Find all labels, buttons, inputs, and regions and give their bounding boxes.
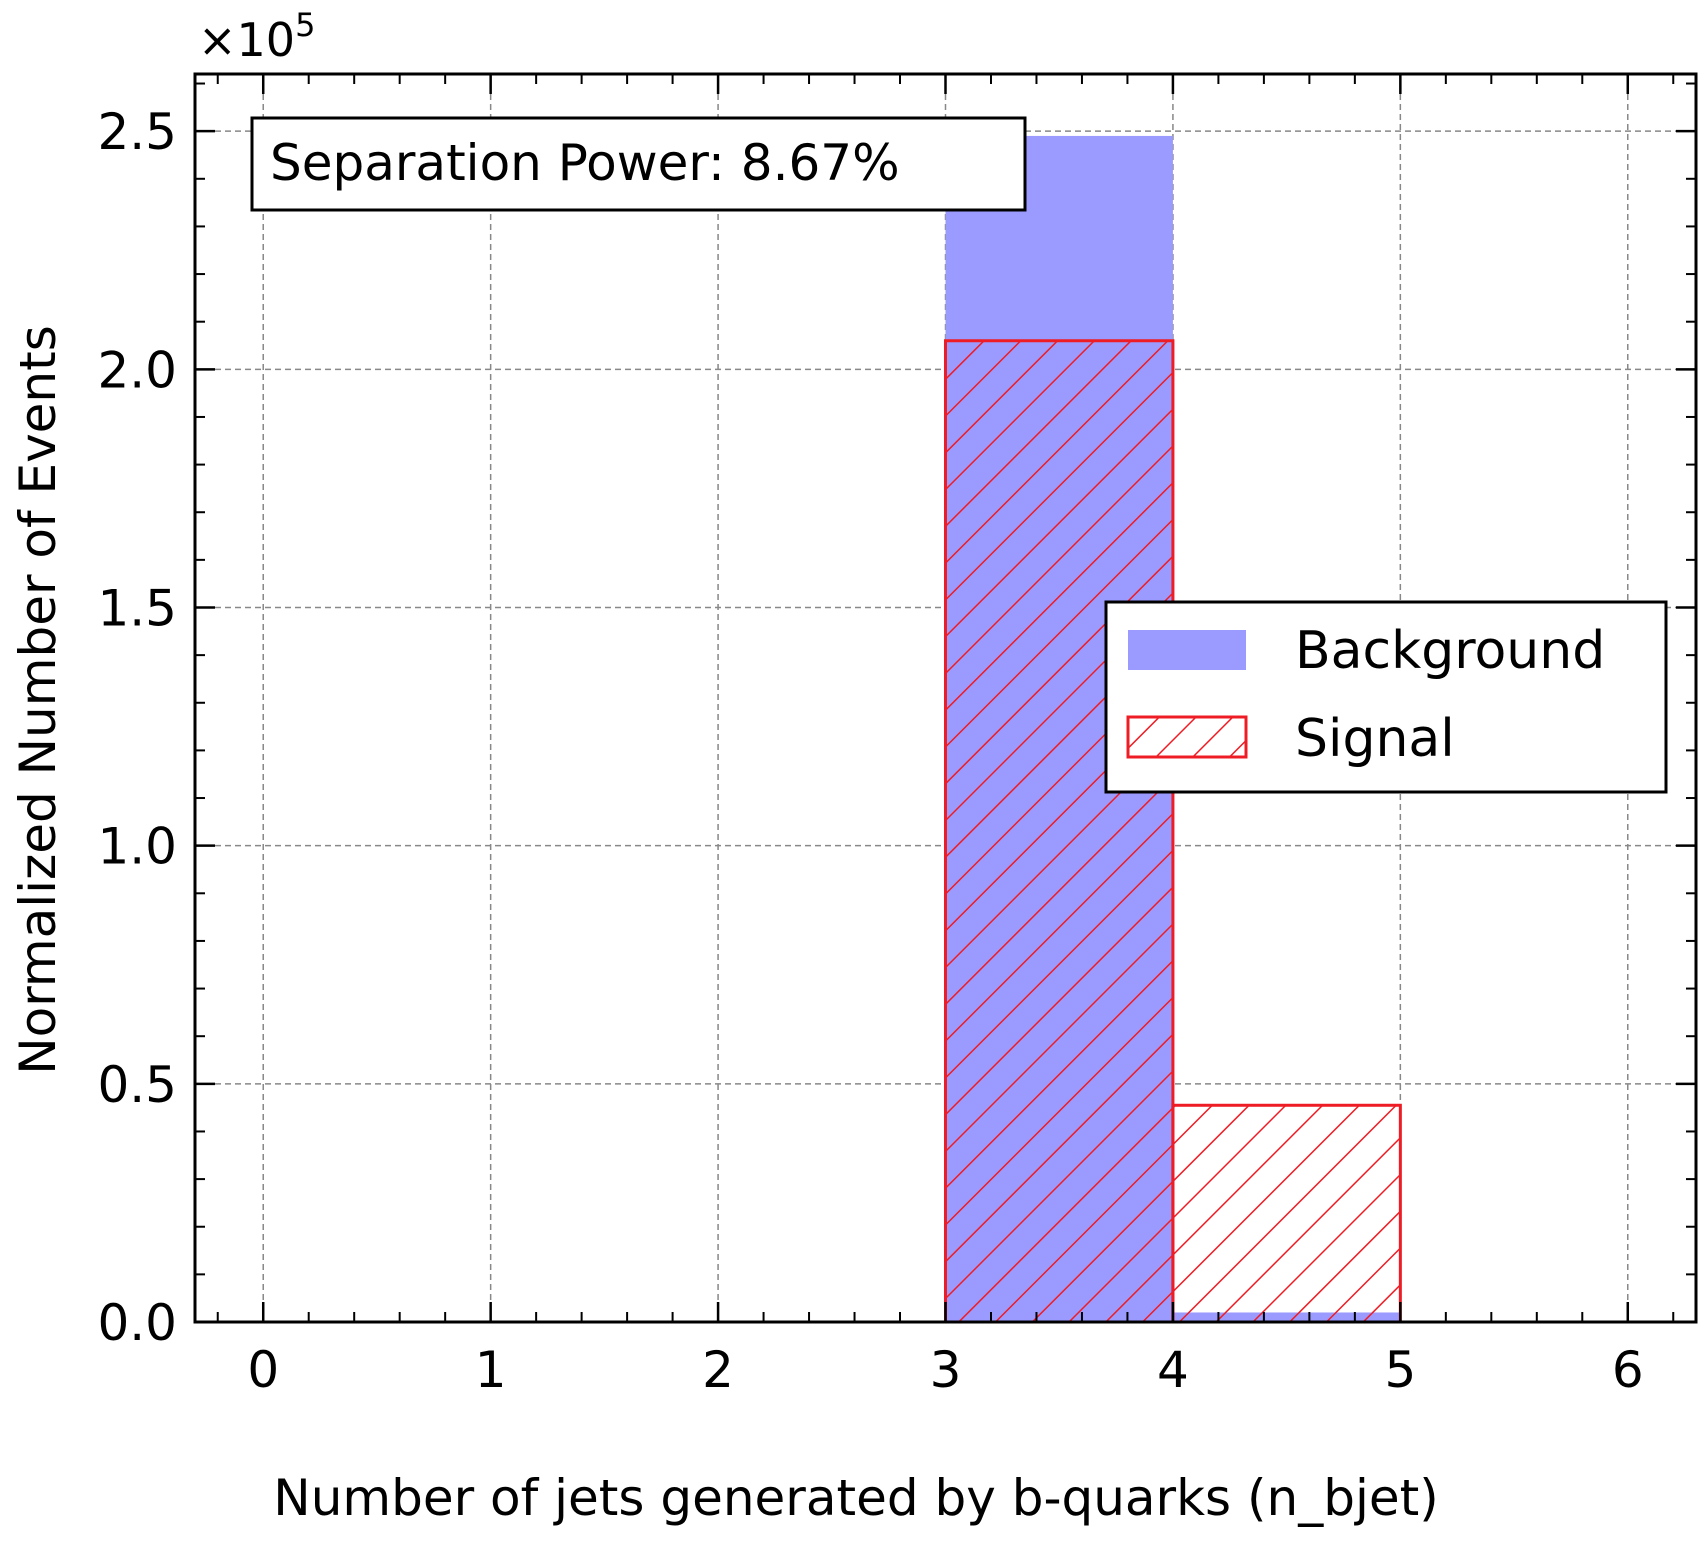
separation-power-box: Separation Power: 8.67%	[250, 116, 1027, 212]
axis-ticks	[195, 74, 1696, 1324]
x-tick-label: 6	[1612, 1341, 1644, 1399]
legend-swatch-signal	[1126, 715, 1248, 759]
y-tick-label: 2.0	[97, 341, 177, 399]
y-tick-label: 1.5	[97, 579, 177, 637]
plot-frame	[193, 72, 1698, 1324]
y-multiplier-label: ×105	[198, 6, 315, 67]
y-tick-label: 0.0	[97, 1294, 177, 1352]
legend: Background Signal	[1104, 600, 1668, 794]
x-tick-label: 5	[1384, 1341, 1416, 1399]
legend-swatch-background	[1128, 630, 1246, 670]
x-tick-label: 3	[930, 1341, 962, 1399]
y-axis-label: Normalized Number of Events	[9, 325, 67, 1075]
x-tick-label: 1	[475, 1341, 507, 1399]
y-multiplier-base: ×10	[198, 13, 295, 67]
tick-labels: 0 1 2 3 4 5 6 0.0 0.5 1.0 1.5 2.0 2.5	[97, 103, 1643, 1399]
legend-label-background: Background	[1295, 621, 1605, 681]
x-tick-label: 0	[247, 1341, 279, 1399]
x-tick-label: 2	[702, 1341, 734, 1399]
x-axis-label: Number of jets generated by b-quarks (n_…	[273, 1469, 1438, 1527]
y-tick-label: 2.5	[97, 103, 177, 161]
separation-power-text: Separation Power: 8.67%	[270, 134, 900, 192]
y-tick-label: 1.0	[97, 818, 177, 876]
y-multiplier-exponent: 5	[295, 6, 315, 44]
signal-bar	[1171, 1103, 1402, 1324]
x-tick-label: 4	[1157, 1341, 1189, 1399]
y-tick-label: 0.5	[97, 1056, 177, 1114]
legend-label-signal: Signal	[1295, 709, 1455, 769]
signal-bar	[944, 339, 1175, 1324]
